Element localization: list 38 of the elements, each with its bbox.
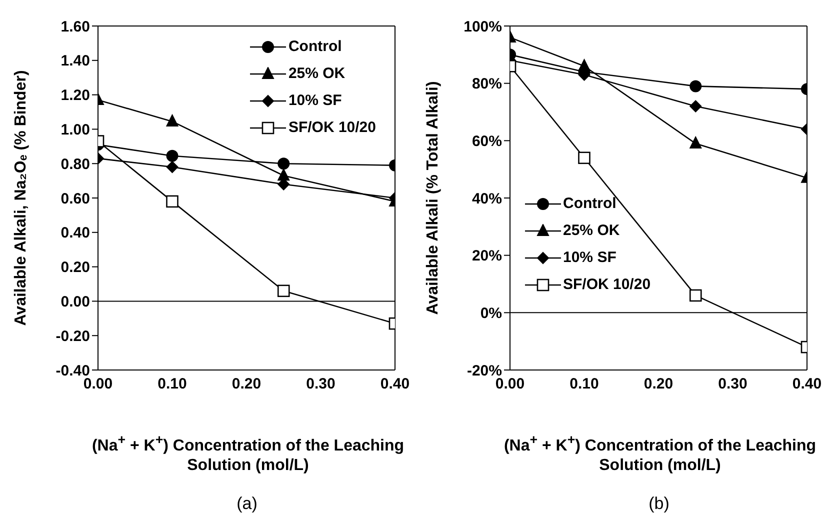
x-tick-label: 0.10 [158,376,187,393]
x-axis-title: (Na$^{+}$ + K$^{+}$) Concentration of the Leaching Solution (mol/L) [90,431,406,476]
x-tick-label: 0.30 [306,376,336,393]
legend-label: Control [563,195,616,212]
x-tick-label: 0.40 [380,376,410,393]
x-tick-label: 0.30 [718,376,748,393]
legend-label: SF/OK 10/20 [563,276,651,293]
legend-label: 10% SF [563,249,616,266]
x-tick-label: 0.20 [644,376,674,393]
y-tick-label: 0.00 [60,294,90,311]
legend-label: 10% SF [288,92,342,109]
x-tick-label: 0.10 [570,376,599,393]
y-tick-label: 0.60 [60,190,90,208]
y-tick-label: 0% [480,304,502,322]
y-tick-label: 80% [472,76,502,93]
y-axis-title: Available Alkali, Na₂Oₑ (% Binder) [12,70,30,326]
legend-label: SF/OK 10/20 [288,119,376,136]
y-tick-label: 60% [472,132,502,150]
y-tick-label: -0.20 [56,328,90,345]
y-tick-label: 0.40 [60,224,90,242]
y-tick-label: 1.00 [60,122,90,139]
legend-label: 25% OK [563,222,620,239]
y-tick-label: 1.40 [60,52,90,70]
y-tick-label: 1.60 [60,18,90,36]
legend-label: Control [288,38,342,55]
y-tick-label: 1.20 [60,87,90,104]
y-tick-label: 0.80 [60,156,90,173]
y-tick-label: 20% [472,248,502,265]
y-axis-title: Available Alkali (% Total Alkali) [424,81,442,315]
x-tick-label: 0.40 [792,376,822,393]
text: (b) [648,494,670,514]
text: (a) [236,494,258,514]
y-tick-label: 100% [464,18,502,36]
legend-label: 25% OK [288,65,346,82]
x-axis-title: (Na$^{+}$ + K$^{+}$) Concentration of the Leaching Solution (mol/L) [502,431,818,476]
y-tick-label: 0.20 [60,259,90,276]
x-tick-label: 0.20 [232,376,262,393]
y-tick-label: 40% [472,190,502,208]
